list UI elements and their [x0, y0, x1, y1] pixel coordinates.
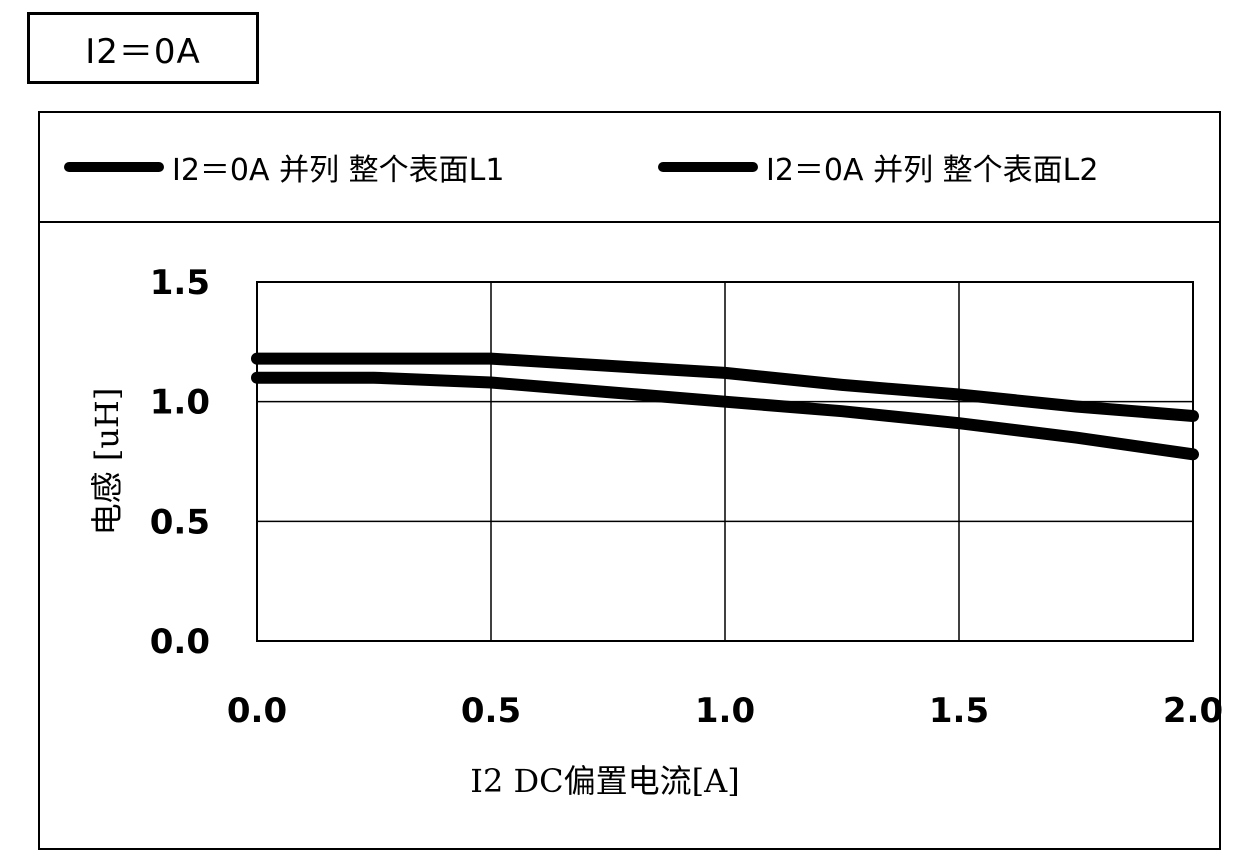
- x-axis-title: I2 DC偏置电流[A]: [470, 762, 739, 800]
- x-tick-label: 2.0: [1163, 691, 1223, 731]
- y-tick-label: 1.5: [150, 263, 210, 303]
- y-tick-label: 1.0: [150, 383, 210, 423]
- y-tick-label: 0.0: [150, 622, 210, 662]
- y-tick-label: 0.5: [150, 502, 210, 542]
- x-tick-label: 0.0: [227, 691, 287, 731]
- x-tick-label: 1.5: [929, 691, 989, 731]
- x-axis-ticks: 0.0 0.5 1.0 1.5 2.0: [227, 691, 1223, 731]
- y-axis-title: 电感 [uH]: [88, 388, 126, 536]
- x-tick-label: 0.5: [461, 691, 521, 731]
- y-axis-ticks: 0.0 0.5 1.0 1.5: [150, 263, 210, 662]
- x-tick-label: 1.0: [695, 691, 755, 731]
- grid: [257, 282, 1193, 641]
